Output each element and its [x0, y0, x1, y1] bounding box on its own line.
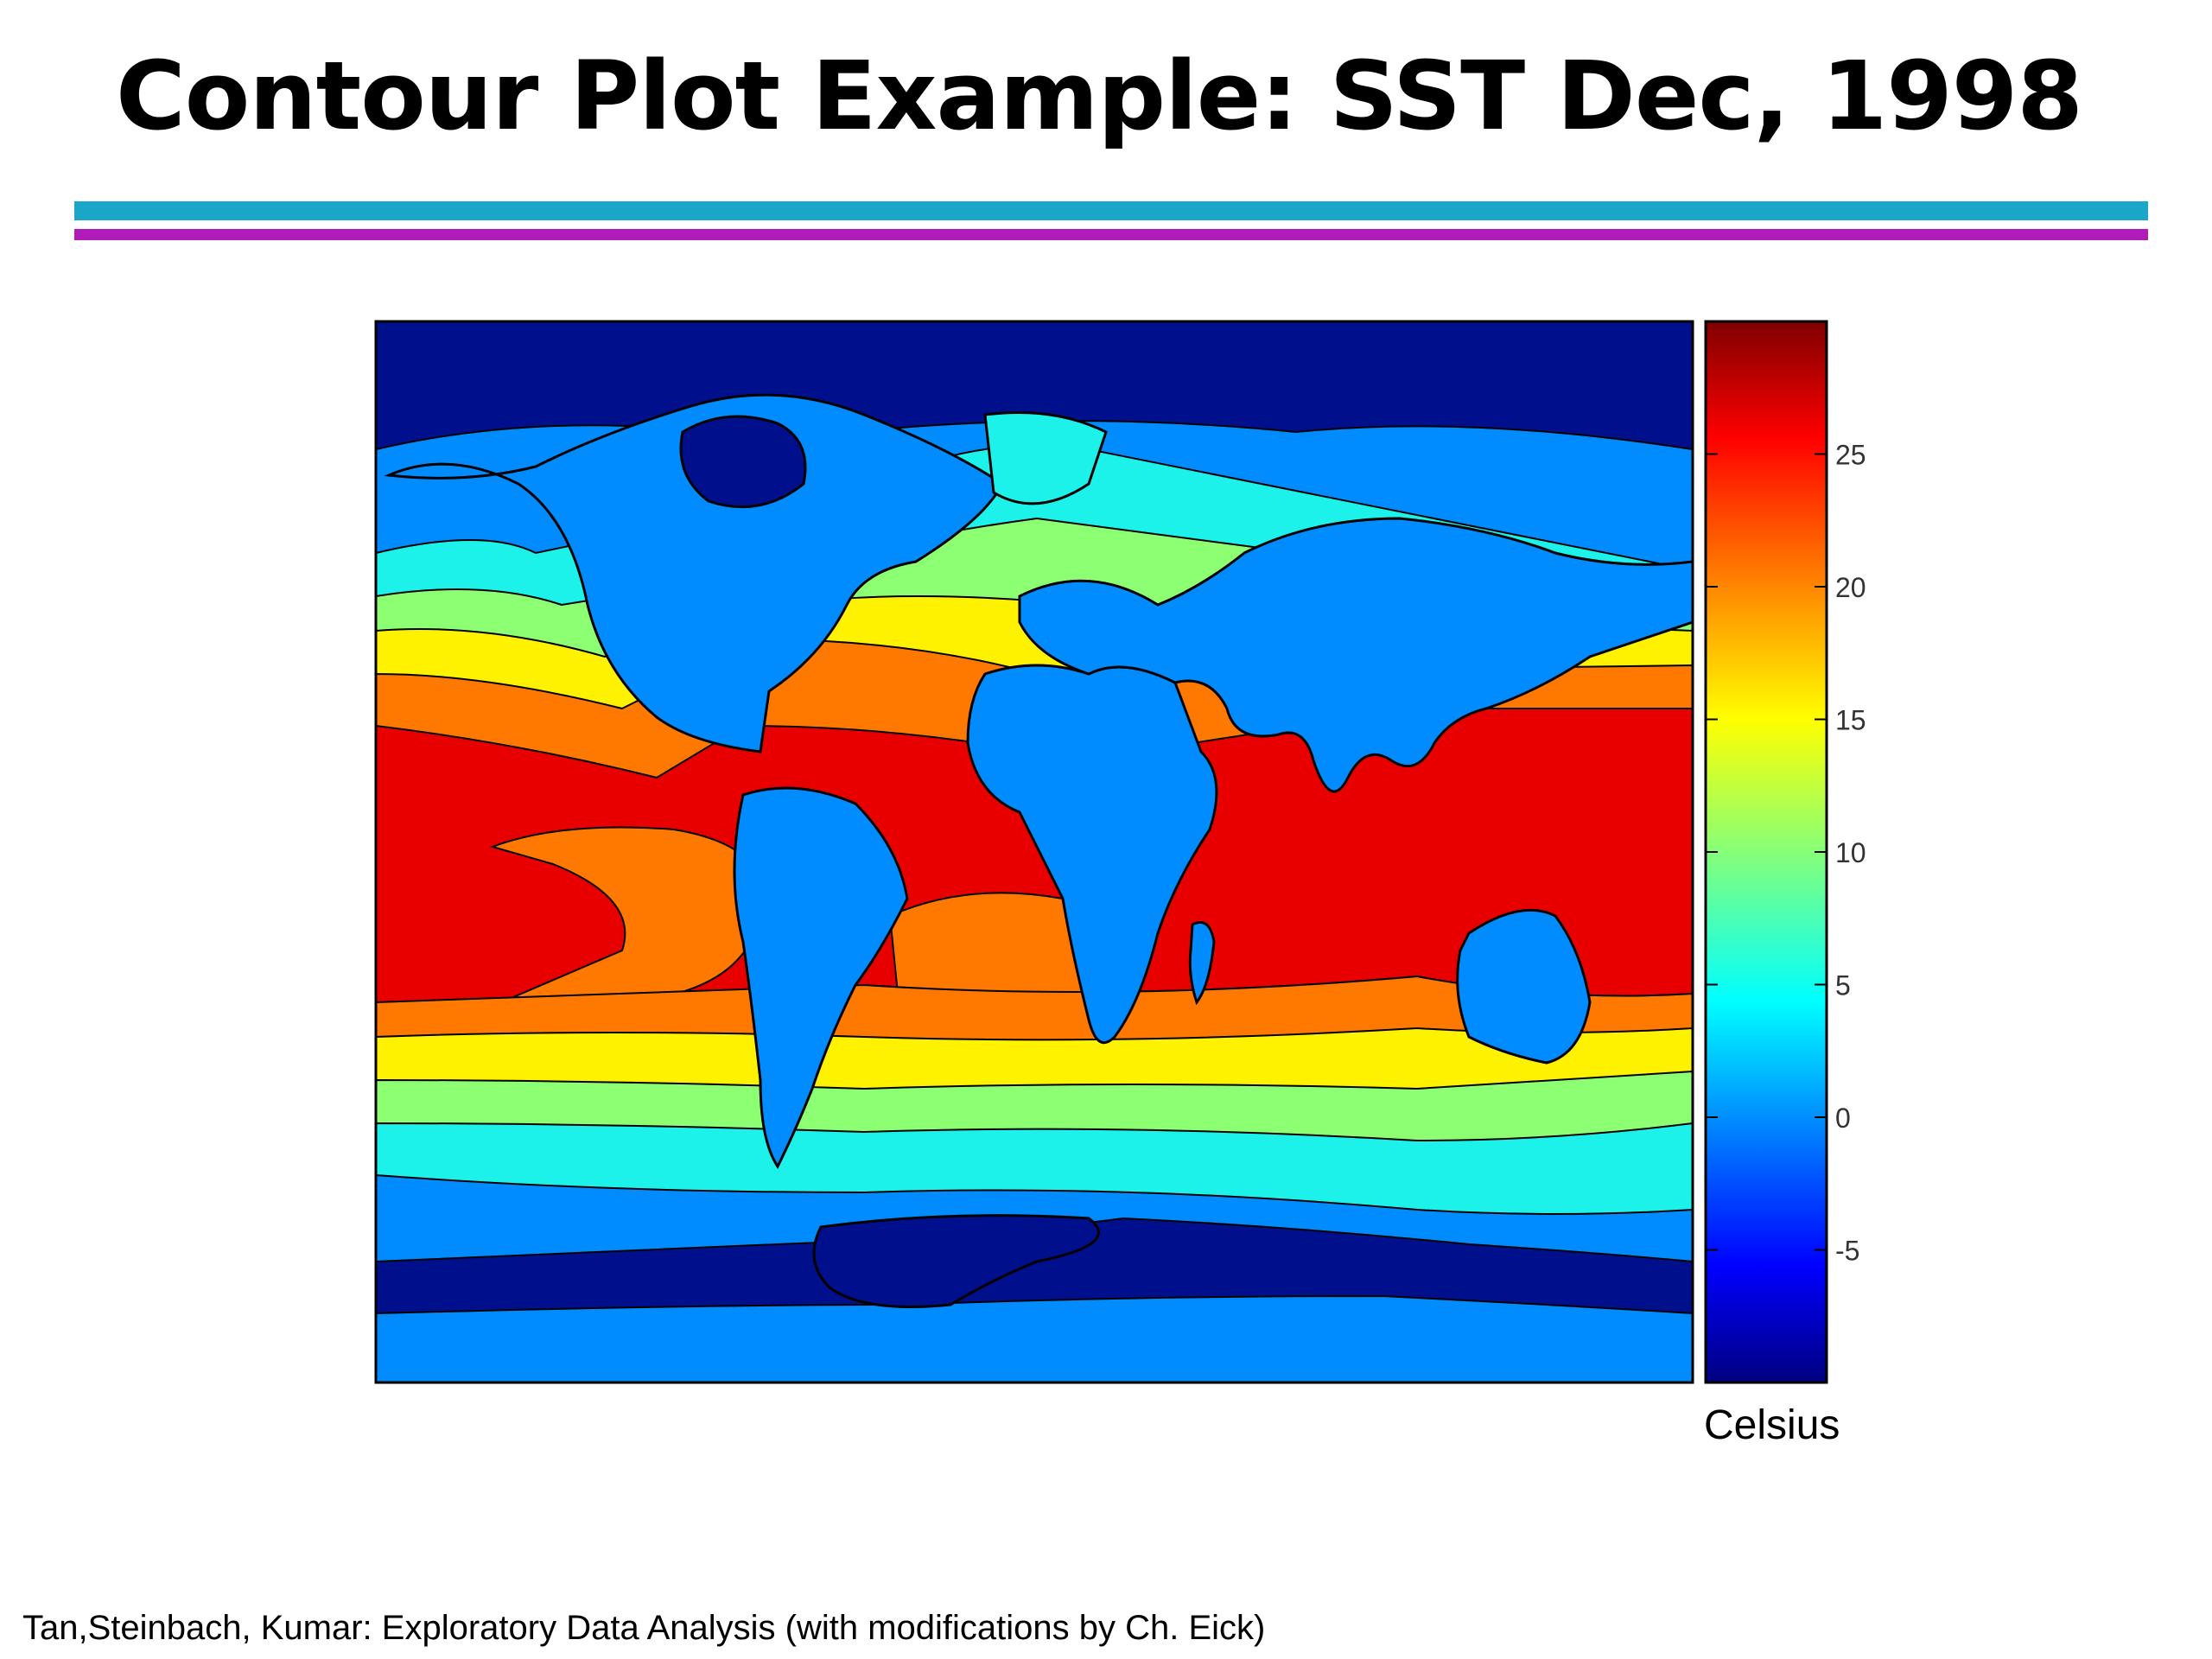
land-australia [1456, 908, 1592, 1065]
land-madagascar [1188, 921, 1216, 1006]
colorbar-tick-label: 5 [1835, 970, 1851, 1001]
colorbar-tick-label: 20 [1835, 572, 1866, 603]
land-south-america [733, 786, 909, 1169]
title-rule-cyan [74, 201, 2148, 220]
colorbar-tick-label: 15 [1835, 705, 1866, 736]
band-south-atlantic-tongue [888, 892, 1090, 1004]
contour-map [376, 321, 1693, 1382]
land-antarctic-peninsula [812, 1214, 1100, 1308]
colorbar-tick-label: 10 [1835, 837, 1866, 868]
colorbar-tick-label: -5 [1835, 1236, 1859, 1267]
colorbar-title: Celsius [1704, 1402, 1840, 1448]
colorbar-tick-label: 25 [1835, 440, 1866, 471]
land-eurasia [1018, 517, 1693, 793]
map-frame [374, 320, 1694, 1384]
land-north-america [384, 393, 1004, 753]
colorbar [1704, 320, 1828, 1384]
land-canadian-arctic-islands [679, 415, 807, 509]
title-rule-magenta [74, 229, 2148, 240]
colorbar-tick-label: 0 [1835, 1103, 1851, 1134]
colorbar-ticks: -5 0 5 10 15 20 25 [1706, 440, 1866, 1267]
slide-title: Contour Plot Example: SST Dec, 1998 [116, 41, 2083, 151]
slide-footer: Tan,Steinbach, Kumar: Exploratory Data A… [22, 1609, 1266, 1647]
land-greenland-edge [983, 411, 1108, 505]
